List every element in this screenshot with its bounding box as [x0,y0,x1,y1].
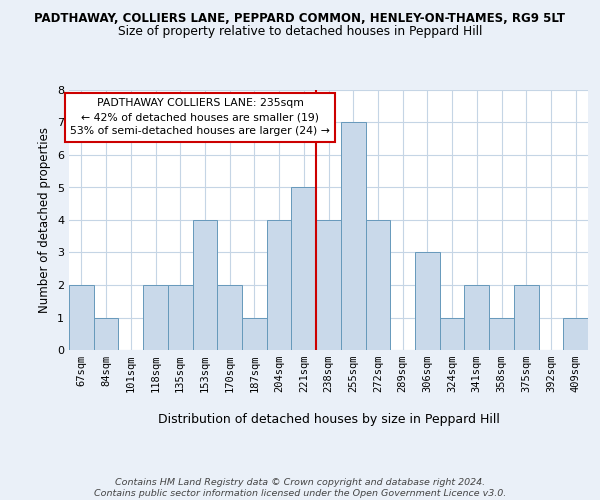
Bar [316,220,341,350]
Bar [94,318,118,350]
Bar [217,285,242,350]
Bar [242,318,267,350]
Bar [365,220,390,350]
Bar [341,122,365,350]
Bar [440,318,464,350]
Bar [415,252,440,350]
Text: Contains HM Land Registry data © Crown copyright and database right 2024.
Contai: Contains HM Land Registry data © Crown c… [94,478,506,498]
Bar [464,285,489,350]
Text: PADTHAWAY, COLLIERS LANE, PEPPARD COMMON, HENLEY-ON-THAMES, RG9 5LT: PADTHAWAY, COLLIERS LANE, PEPPARD COMMON… [35,12,566,26]
Bar [143,285,168,350]
Bar [514,285,539,350]
Bar [292,188,316,350]
Text: Size of property relative to detached houses in Peppard Hill: Size of property relative to detached ho… [118,25,482,38]
Bar [69,285,94,350]
Bar [168,285,193,350]
Bar [193,220,217,350]
Bar [489,318,514,350]
Text: Distribution of detached houses by size in Peppard Hill: Distribution of detached houses by size … [158,412,500,426]
Y-axis label: Number of detached properties: Number of detached properties [38,127,52,313]
Text: PADTHAWAY COLLIERS LANE: 235sqm
← 42% of detached houses are smaller (19)
53% of: PADTHAWAY COLLIERS LANE: 235sqm ← 42% of… [70,98,330,136]
Bar [267,220,292,350]
Bar [563,318,588,350]
